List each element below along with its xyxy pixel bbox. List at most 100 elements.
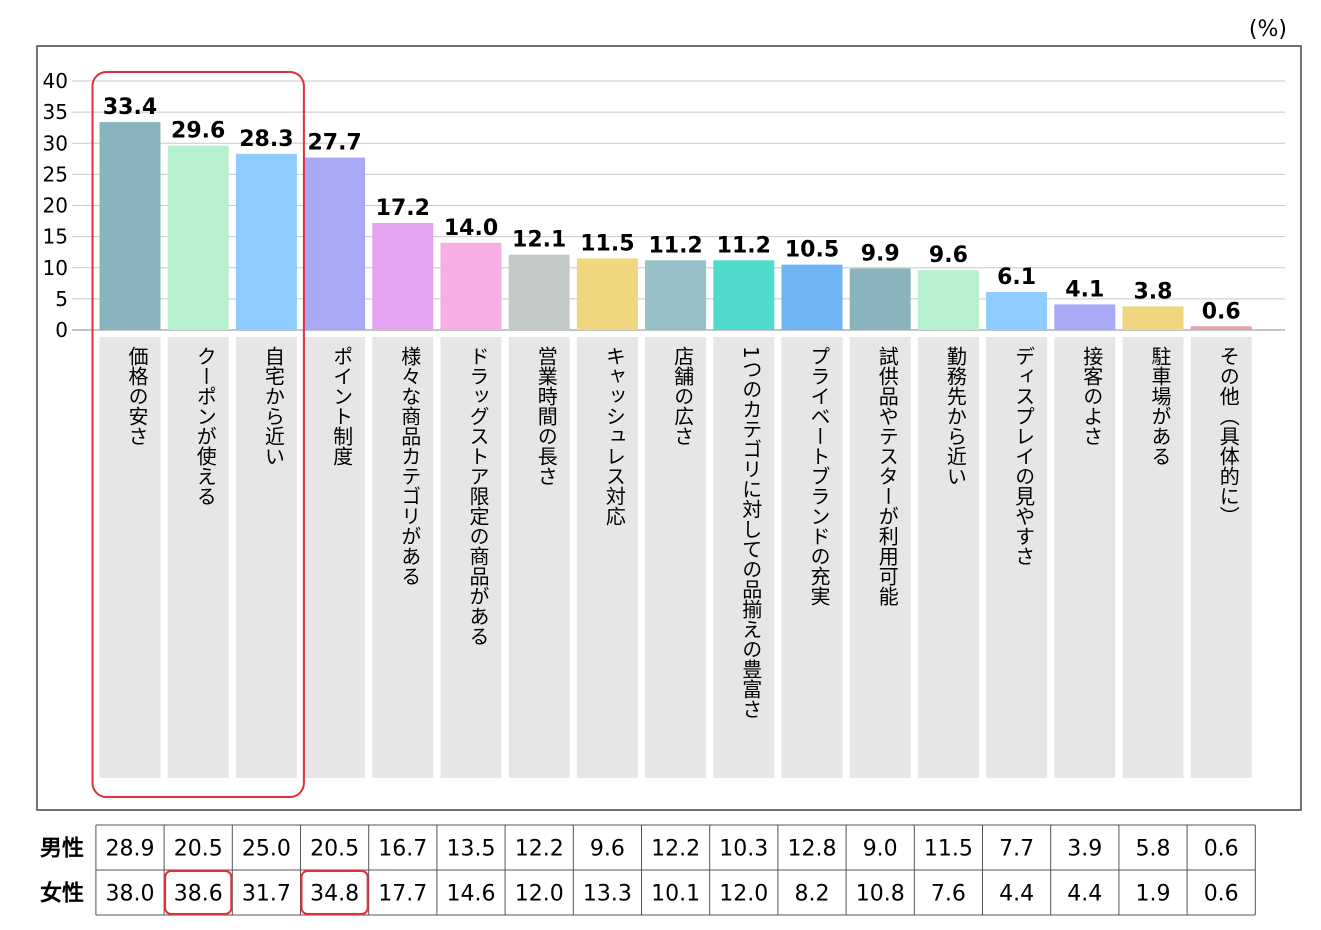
table-cell: 0.6 (1204, 882, 1239, 907)
bar (372, 222, 434, 330)
bar-value-label: 12.1 (512, 228, 566, 253)
highlight-outlines (91, 71, 305, 798)
category-label-band (235, 337, 297, 778)
bar-value-label: 29.6 (171, 119, 225, 144)
category-label-band (576, 337, 638, 778)
category-label: 接客のよさ (1080, 346, 1104, 446)
category-label-band (781, 337, 843, 778)
table-cell: 12.0 (515, 882, 564, 907)
y-tick-label: 0 (55, 318, 68, 342)
y-tick-label: 40 (43, 69, 68, 93)
category-label: ポイント制度 (330, 346, 354, 466)
bar-value-label: 28.3 (239, 127, 293, 152)
highlight-cell-outline (164, 870, 233, 915)
highlight-cell-outline (300, 870, 369, 915)
y-tick-label: 25 (43, 162, 68, 186)
bar (917, 270, 979, 330)
category-label: ディスプレイの見やすさ (1012, 346, 1036, 566)
bar (781, 264, 843, 330)
y-tick-label: 5 (55, 287, 68, 311)
category-label-band (645, 337, 707, 778)
bar (1122, 306, 1184, 330)
table-cell: 7.7 (999, 837, 1034, 862)
category-label: クーポンが使える (193, 346, 217, 506)
bar-value-label: 14.0 (444, 216, 498, 241)
unit-label: (%) (1249, 17, 1287, 42)
bar (99, 122, 161, 331)
category-label: 試供品やテスターが利用可能 (875, 346, 899, 606)
category-label-band (917, 337, 979, 778)
bar (576, 258, 638, 330)
bar (440, 242, 502, 330)
gender-breakdown-table: 男性 28.9 20.5 25.0 20.5 16.7 13.5 12.2 9.6 12.2 10.… (40, 824, 1256, 916)
category-label: 価格の安さ (125, 346, 149, 446)
table-cell: 16.7 (378, 837, 427, 862)
table-cell: 9.0 (863, 837, 898, 862)
category-label-band (440, 337, 502, 778)
category-label-band (1190, 337, 1252, 778)
table-row-header: 男性 (40, 837, 84, 862)
y-tick-label: 35 (43, 100, 68, 124)
category-label-band (99, 337, 161, 778)
table-cell: 10.8 (856, 882, 905, 907)
bar-value-label: 9.9 (861, 241, 900, 266)
table-cell: 12.8 (788, 837, 837, 862)
bar (986, 292, 1048, 330)
category-label-band (1122, 337, 1184, 778)
bar (1054, 304, 1116, 330)
category-label: ドラッグストア限定の商品がある (466, 346, 490, 646)
bar-value-label: 33.4 (103, 95, 157, 120)
category-label: 様々な商品カテゴリがある (398, 346, 422, 586)
table-cell: 5.8 (1136, 837, 1171, 862)
table-cell: 12.0 (719, 882, 768, 907)
table-cell: 25.0 (242, 837, 291, 862)
bar-value-label: 9.6 (929, 243, 968, 268)
y-axis-ticks: 0 5 10 15 20 25 30 35 40 (43, 69, 68, 342)
highlight-group-outline (91, 71, 305, 798)
table-cell: 38.0 (106, 882, 155, 907)
table-cell: 20.5 (310, 837, 359, 862)
table-cell: 17.7 (378, 882, 427, 907)
y-tick-label: 10 (43, 256, 68, 280)
bar (235, 153, 297, 330)
category-label-band (1054, 337, 1116, 778)
y-tick-label: 15 (43, 225, 68, 249)
table-cell: 4.4 (1067, 882, 1102, 907)
category-label-band (713, 337, 775, 778)
bar-value-label: 0.6 (1202, 299, 1241, 324)
table-cell: 34.8 (310, 882, 359, 907)
bar-value-label: 4.1 (1065, 277, 1104, 302)
bar-value-label: 10.5 (785, 238, 839, 263)
table-cell: 11.5 (924, 837, 973, 862)
table-cell: 12.2 (515, 837, 564, 862)
category-label-band (849, 337, 911, 778)
bar (304, 157, 366, 330)
table-cell: 13.5 (447, 837, 496, 862)
bar-value-label: 27.7 (307, 131, 361, 156)
category-label-band (508, 337, 570, 778)
y-tick-label: 30 (43, 131, 68, 155)
bar (849, 268, 911, 330)
category-label: その他（具体的に） (1216, 346, 1240, 526)
table-cell: 0.6 (1204, 837, 1239, 862)
category-label: 1つのカテゴリに対しての品揃えの豊富さ (739, 346, 763, 719)
table-row-header: 女性 (40, 881, 84, 907)
category-label: 営業時間の長さ (534, 346, 558, 486)
table-cell: 12.2 (651, 837, 700, 862)
table-cell: 3.9 (1067, 837, 1102, 862)
value-labels: 33.4 29.6 28.3 27.7 17.2 14.0 12.1 11.5 11.2 11.2… (103, 95, 1241, 324)
bar-value-label: 3.8 (1134, 279, 1173, 304)
table-cell: 31.7 (242, 882, 291, 907)
category-label-backgrounds (99, 337, 1252, 778)
bar-value-label: 11.2 (717, 233, 771, 258)
table-cell: 20.5 (174, 837, 223, 862)
category-label: 駐車場がある (1148, 346, 1172, 466)
bar (645, 260, 707, 330)
bar (508, 254, 570, 330)
table-cell: 28.9 (106, 837, 155, 862)
plot-frame (36, 45, 1302, 811)
category-label-band (304, 337, 366, 778)
category-label-band (372, 337, 434, 778)
category-label-band (167, 337, 229, 778)
